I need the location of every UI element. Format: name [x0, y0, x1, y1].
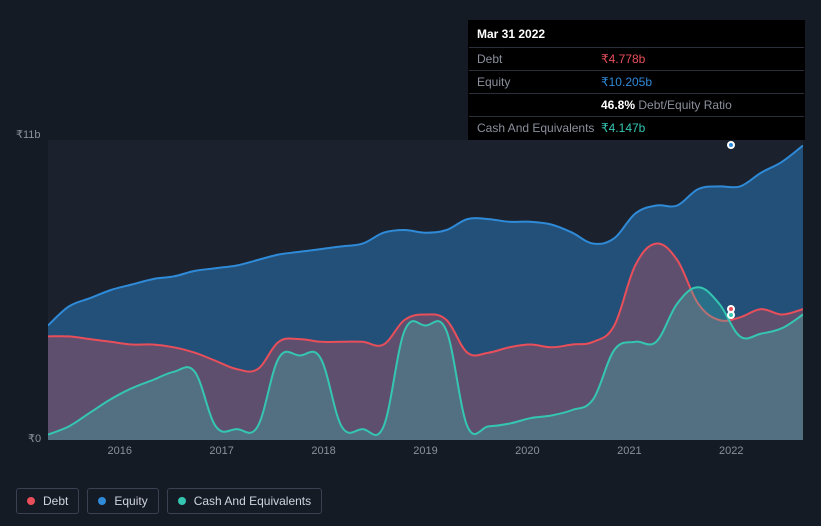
- tooltip-date: Mar 31 2022: [469, 21, 804, 48]
- chart-legend: Debt Equity Cash And Equivalents: [16, 488, 322, 514]
- y-axis-max: ₹11b: [16, 128, 52, 141]
- legend-dot-icon: [27, 497, 35, 505]
- tooltip-value: ₹4.778b: [601, 52, 645, 66]
- x-tick-label: 2017: [209, 445, 233, 457]
- legend-item-equity[interactable]: Equity: [87, 488, 158, 514]
- legend-label: Equity: [114, 494, 147, 508]
- tooltip-row-debt: Debt ₹4.778b: [469, 48, 804, 71]
- legend-item-cash[interactable]: Cash And Equivalents: [167, 488, 322, 514]
- legend-label: Cash And Equivalents: [194, 494, 311, 508]
- ratio-percent: 46.8%: [601, 98, 635, 112]
- tooltip-row-ratio: 46.8% Debt/Equity Ratio: [469, 94, 804, 117]
- x-tick-label: 2022: [719, 445, 743, 457]
- x-tick-label: 2020: [515, 445, 539, 457]
- tooltip-row-equity: Equity ₹10.205b: [469, 71, 804, 94]
- tooltip-label: [477, 98, 601, 112]
- chart-plot-area[interactable]: [48, 140, 803, 440]
- x-tick-label: 2016: [107, 445, 131, 457]
- tooltip-value: ₹10.205b: [601, 75, 652, 89]
- x-tick-label: 2018: [311, 445, 335, 457]
- ratio-suffix: Debt/Equity Ratio: [638, 98, 731, 112]
- legend-dot-icon: [98, 497, 106, 505]
- legend-label: Debt: [43, 494, 68, 508]
- legend-item-debt[interactable]: Debt: [16, 488, 79, 514]
- tooltip-label: Equity: [477, 75, 601, 89]
- x-axis: 2016 2017 2018 2019 2020 2021 2022: [48, 445, 803, 465]
- legend-dot-icon: [178, 497, 186, 505]
- series-marker-icon: [727, 141, 735, 149]
- tooltip-label: Debt: [477, 52, 601, 66]
- debt-equity-chart[interactable]: ₹11b ₹0 2016201720182019202020212022: [16, 120, 806, 480]
- x-tick-label: 2021: [617, 445, 641, 457]
- x-tick-label: 2019: [413, 445, 437, 457]
- series-marker-icon: [727, 311, 735, 319]
- tooltip-value: 46.8% Debt/Equity Ratio: [601, 98, 732, 112]
- chart-svg: [48, 140, 803, 440]
